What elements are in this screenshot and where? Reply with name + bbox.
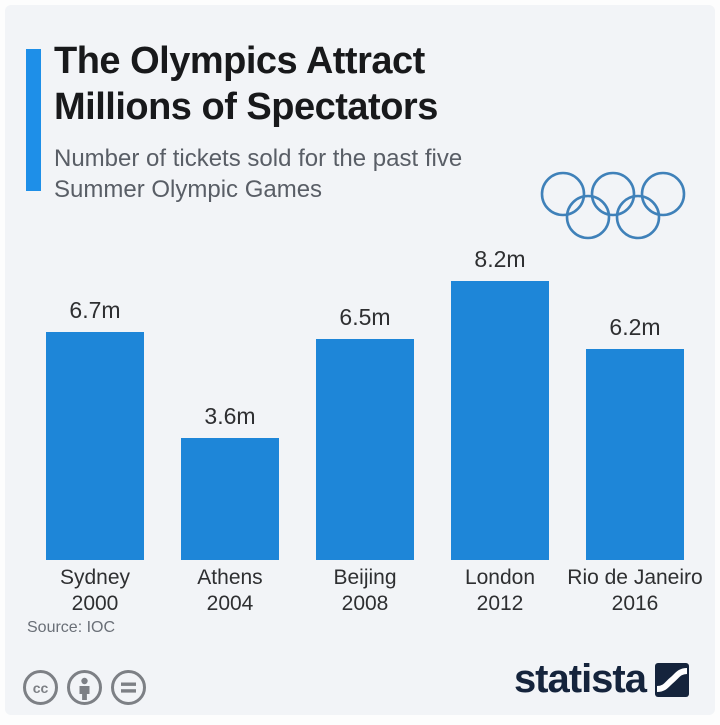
statista-logo-mark <box>655 662 689 697</box>
no-derivatives-equals-icon[interactable] <box>110 669 147 706</box>
category-city: Beijing <box>333 566 397 589</box>
infographic-card: The Olympics Attract Millions of Spectat… <box>5 5 715 715</box>
chart-subtitle: Number of tickets sold for the past five… <box>54 143 462 205</box>
bar <box>451 281 549 560</box>
attribution-person-icon[interactable] <box>66 669 103 706</box>
bar <box>586 349 684 560</box>
title-accent-bar <box>26 49 41 191</box>
creative-commons-icon[interactable]: cc <box>22 669 59 706</box>
page-title: The Olympics Attract Millions of Spectat… <box>54 38 438 130</box>
statista-logo[interactable]: statista <box>514 657 689 702</box>
bar <box>46 332 144 560</box>
category-year: 2004 <box>206 592 254 615</box>
bar-category-label: London 2012 <box>420 565 580 617</box>
category-year: 2008 <box>341 592 389 615</box>
category-city: Sydney <box>59 566 131 589</box>
bar <box>316 339 414 560</box>
bar-category-label: Rio de Janeiro 2016 <box>555 565 715 617</box>
subtitle-line-2: Summer Olympic Games <box>54 176 323 203</box>
bar-category-label: Athens 2004 <box>150 565 310 617</box>
category-city: Athens <box>197 566 263 589</box>
subtitle-line-1: Number of tickets sold for the past five <box>54 145 463 172</box>
bar-value-label: 6.5m <box>339 304 391 330</box>
category-year: 2012 <box>476 592 524 615</box>
category-city: Rio de Janeiro <box>567 566 703 589</box>
bar-category-label: Beijing 2008 <box>285 565 445 617</box>
category-city: London <box>464 566 536 589</box>
bar-value-label: 6.7m <box>69 297 121 323</box>
bar-value-label: 8.2m <box>474 246 526 272</box>
bar-chart: 6.7m Sydney 2000 3.6m Athens 2004 6.5m Beijing 2… <box>5 5 720 725</box>
title-line-1: The Olympics Attract <box>54 40 425 82</box>
bar-value-label: 3.6m <box>204 403 256 429</box>
category-year: 2000 <box>71 592 119 615</box>
statista-logo-text: statista <box>513 657 647 701</box>
bar-category-label: Sydney 2000 <box>15 565 175 617</box>
svg-text:cc: cc <box>33 680 49 696</box>
category-year: 2016 <box>611 592 659 615</box>
source-note: Source: IOC <box>27 619 116 636</box>
bar-value-label: 6.2m <box>609 314 661 340</box>
bar <box>181 438 279 560</box>
title-line-2: Millions of Spectators <box>54 86 438 128</box>
olympic-rings-icon <box>540 171 686 240</box>
license-icons[interactable]: cc <box>22 669 147 706</box>
